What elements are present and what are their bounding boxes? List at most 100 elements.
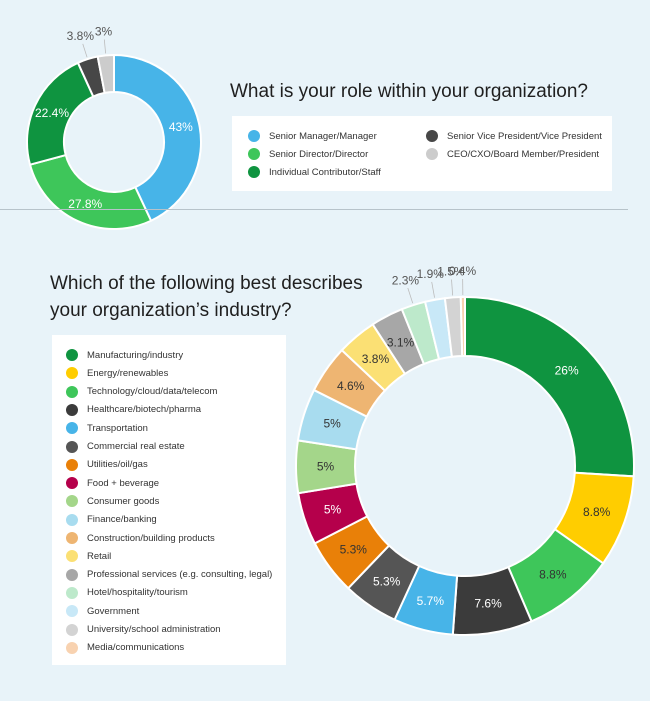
pie-slice xyxy=(459,295,466,358)
legend-swatch xyxy=(66,550,78,563)
legend-label: Media/communications xyxy=(87,642,185,654)
pie-slice xyxy=(113,53,202,223)
legend-label: Food + beverage xyxy=(87,477,160,489)
data-label: 22.4% xyxy=(35,106,69,120)
label-leader-line xyxy=(451,279,454,296)
data-label: 7.6% xyxy=(474,597,502,611)
data-label: 1.5% xyxy=(437,265,465,279)
data-label: 5.7% xyxy=(417,594,445,608)
label-leader-line xyxy=(431,281,435,298)
legend-swatch xyxy=(66,605,78,618)
data-label: 4.6% xyxy=(337,379,365,393)
chart-1-legend: Senior Manager/Manager Senior Director/D… xyxy=(232,116,612,191)
legend-swatch xyxy=(248,148,260,160)
data-label: 43% xyxy=(169,120,193,134)
legend-label: Finance/banking xyxy=(87,514,157,526)
data-label: 5.3% xyxy=(373,574,401,588)
label-leader-line xyxy=(82,43,88,58)
legend-swatch xyxy=(66,532,78,544)
label-leader-line xyxy=(103,39,107,54)
legend-swatch xyxy=(66,568,78,581)
data-label: 3.8% xyxy=(362,352,390,366)
legend-item: Healthcare/biotech/pharma xyxy=(66,403,202,416)
legend-item: Finance/banking xyxy=(66,513,157,526)
legend-item: Transportation xyxy=(66,422,148,435)
legend-item: Commercial real estate xyxy=(66,440,185,453)
legend-item: Media/communications xyxy=(66,641,185,654)
legend-item: Energy/renewables xyxy=(66,367,169,380)
legend-swatch xyxy=(426,148,438,160)
data-label: 8.8% xyxy=(583,505,611,519)
legend-swatch xyxy=(66,385,78,398)
data-label: 1.9% xyxy=(417,267,445,281)
legend-swatch xyxy=(66,641,78,654)
legend-item: University/school administration xyxy=(66,623,221,636)
legend-item: Senior Director/Director xyxy=(248,148,368,160)
legend-item: Technology/cloud/data/telecom xyxy=(66,385,218,398)
legend-swatch xyxy=(66,623,78,636)
pie-slice xyxy=(96,53,115,95)
legend-label: Retail xyxy=(87,550,112,562)
legend-item: Government xyxy=(66,605,140,618)
legend-item: Individual Contributor/Staff xyxy=(248,166,381,178)
legend-item: Food + beverage xyxy=(66,477,160,490)
legend-label: Individual Contributor/Staff xyxy=(269,166,381,178)
pie-slice xyxy=(464,295,635,478)
legend-swatch xyxy=(66,513,78,526)
legend-label: Utilities/oil/gas xyxy=(87,459,148,471)
data-label: 8.8% xyxy=(539,567,567,581)
chart-2-title: Which of the following best describes yo… xyxy=(50,273,363,321)
legend-swatch xyxy=(66,477,78,490)
data-label: 5% xyxy=(323,417,341,431)
legend-swatch xyxy=(248,130,260,142)
legend-item: CEO/CXO/Board Member/President xyxy=(426,148,599,160)
legend-label: Senior Director/Director xyxy=(269,148,369,160)
data-label: 27.8% xyxy=(68,197,102,211)
data-label: 5.3% xyxy=(340,543,368,557)
legend-swatch xyxy=(66,367,78,380)
legend-item: Construction/building products xyxy=(66,532,215,544)
data-label: 3.1% xyxy=(387,335,415,349)
legend-swatch xyxy=(66,495,78,508)
legend-swatch xyxy=(426,130,438,142)
legend-label: Senior Vice President/Vice President xyxy=(447,130,602,142)
data-label: 3% xyxy=(95,24,113,38)
legend-label: Senior Manager/Manager xyxy=(269,130,377,142)
legend-swatch xyxy=(66,349,78,361)
legend-swatch xyxy=(248,166,260,178)
data-label: 3.8% xyxy=(67,29,95,43)
legend-item: Hotel/hospitality/tourism xyxy=(66,586,188,599)
data-label: 2.3% xyxy=(392,273,420,287)
legend-item: Retail xyxy=(66,550,112,563)
legend-item: Senior Vice President/Vice President xyxy=(426,130,602,142)
data-label: 5% xyxy=(317,460,335,474)
legend-swatch xyxy=(66,440,78,453)
legend-label: Transportation xyxy=(87,422,148,434)
legend-item: Professional services (e.g. consulting, … xyxy=(66,568,273,581)
legend-item: Senior Manager/Manager xyxy=(248,130,377,142)
legend-item: Manufacturing/industry xyxy=(66,349,183,361)
legend-label: CEO/CXO/Board Member/President xyxy=(447,148,600,160)
chart-1-title: What is your role within your organizati… xyxy=(230,81,589,102)
chart-2-legend: Manufacturing/industry Energy/renewables T… xyxy=(52,335,286,665)
pie-slice xyxy=(28,153,153,230)
legend-label: Technology/cloud/data/telecom xyxy=(87,386,218,398)
data-label: 0.4% xyxy=(449,264,477,278)
legend-label: Consumer goods xyxy=(87,495,160,507)
legend-item: Consumer goods xyxy=(66,495,160,508)
legend-swatch xyxy=(66,403,78,416)
label-leader-line xyxy=(407,287,414,304)
legend-label: Manufacturing/industry xyxy=(87,349,184,361)
legend-swatch xyxy=(66,422,78,435)
data-label: 26% xyxy=(555,363,579,377)
legend-label: Government xyxy=(87,605,140,617)
section-divider xyxy=(0,209,628,210)
legend-item: Utilities/oil/gas xyxy=(66,458,148,471)
legend-label: Construction/building products xyxy=(87,532,215,544)
legend-label: University/school administration xyxy=(87,624,221,635)
legend-label: Healthcare/biotech/pharma xyxy=(87,404,202,416)
legend-label: Energy/renewables xyxy=(87,367,169,379)
legend-swatch xyxy=(66,458,78,471)
legend-label: Professional services (e.g. consulting, … xyxy=(87,569,273,581)
